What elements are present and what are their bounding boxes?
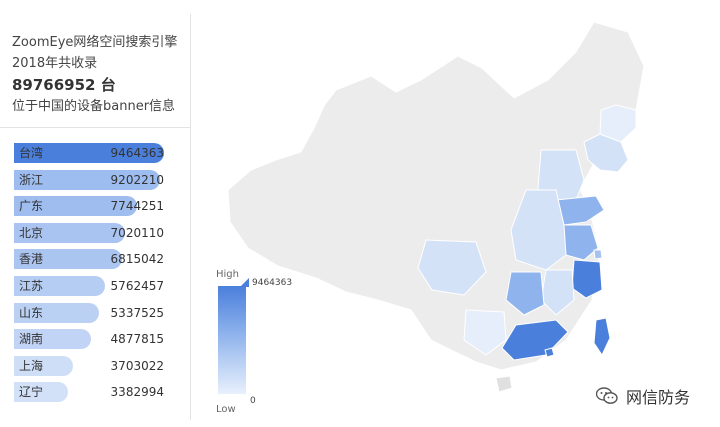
watermark-text: 网信防务 [626,388,691,407]
map-region-northeast [599,104,637,143]
ranking-bar [14,302,99,323]
legend-max-pointer-icon [240,278,249,287]
ranking-row: 香港 6815042 [14,247,190,274]
ranking-row: 江苏 5762457 [14,274,190,301]
map-region-taiwan [593,317,611,357]
left-panel: ZoomEye网络空间搜索引擎 2018年共收录 89766952 台 位于中国… [0,0,190,427]
panel-divider [190,14,191,420]
summary-block: ZoomEye网络空间搜索引擎 2018年共收录 89766952 台 位于中国… [12,32,188,117]
ranking-label: 湖南 [19,332,44,347]
ranking-label: 香港 [19,252,44,267]
ranking-row: 湖南 4877815 [14,327,190,354]
summary-total: 89766952 台 [12,76,116,94]
summary-engine: ZoomEye网络空间搜索引擎 [12,35,178,50]
ranking-bar [14,355,73,376]
ranking-row: 上海 3703022 [14,354,190,381]
ranking-label: 广东 [19,199,44,214]
legend-gradient [218,286,246,394]
ranking-value: 7020110 [110,225,164,240]
ranking-row: 广东 7744251 [14,194,190,221]
legend-max-value: 9464363 [252,278,293,288]
summary-year: 2018年共收录 [12,56,98,71]
summary-description: 位于中国的设备banner信息 [12,99,176,114]
watermark: 网信防务 [596,384,690,408]
legend-low-label: Low [216,404,236,415]
ranking-bar [14,222,126,243]
ranking-value: 6815042 [110,252,164,267]
china-map [227,21,645,393]
summary-divider [0,127,190,128]
legend-high-label: High [216,269,239,280]
ranking-bar [14,329,92,350]
map-region-hongkong [544,347,555,358]
map-region-shanghai [593,249,603,260]
ranking-bar [14,275,106,296]
ranking-bar [14,169,160,190]
ranking-value: 7744251 [110,199,164,214]
map-region-guangxi [463,309,507,356]
ranking-bar [14,196,137,217]
ranking-label: 山东 [19,305,44,320]
ranking-label: 浙江 [19,172,44,187]
map-region-hunan [505,271,545,316]
ranking-label: 江苏 [19,278,44,293]
map-region-central [510,189,567,271]
map-region-sichuan [417,239,487,296]
ranking-value: 5762457 [110,278,164,293]
map-legend: High 9464363 0 Low [216,268,296,418]
ranking-value: 3382994 [110,385,164,400]
ranking-label: 上海 [19,358,44,373]
ranking-value: 9202210 [110,172,164,187]
ranking-row: 山东 5337525 [14,301,190,328]
ranking-label: 北京 [19,225,44,240]
ranking-row: 辽宁 3382994 [14,380,190,407]
ranking-row: 台湾 9464363 [14,141,190,168]
ranking-value: 9464363 [110,146,164,160]
ranking-label: 辽宁 [19,385,44,400]
wechat-icon [596,387,618,404]
legend-min-value: 0 [250,396,256,406]
ranking-bar [14,382,68,403]
ranking-bar [14,143,164,163]
ranking-value: 4877815 [110,332,164,347]
ranking-value: 5337525 [110,305,164,320]
ranking-label: 台湾 [19,146,44,160]
ranking-list: 台湾 9464363 浙江 9202210 广东 7744251 北京 7020110 香港 68… [14,141,190,407]
ranking-row: 浙江 9202210 [14,168,190,195]
map-region-hainan [495,375,513,393]
ranking-bar [14,249,122,270]
ranking-row: 北京 7020110 [14,221,190,248]
ranking-value: 3703022 [110,358,164,373]
